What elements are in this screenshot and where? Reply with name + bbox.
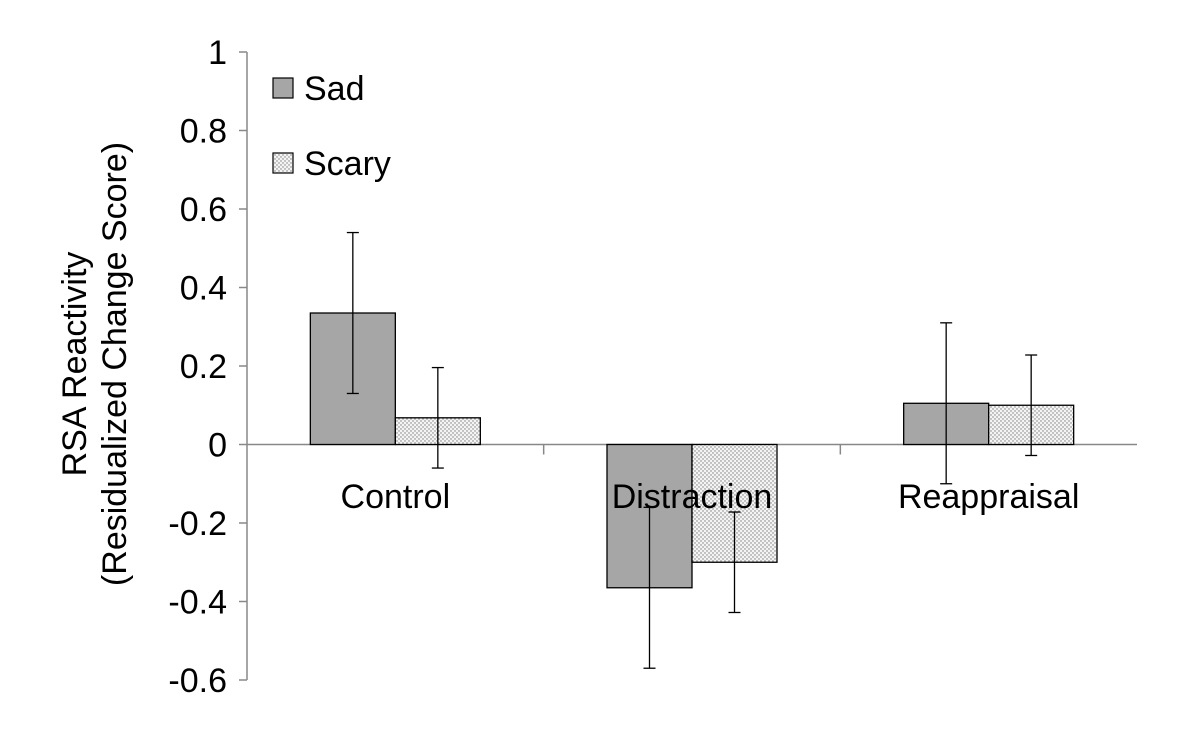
y-axis-title-line1: RSA Reactivity	[56, 252, 94, 477]
y-tick-label: -0.2	[168, 505, 227, 543]
legend-label-scary: Scary	[304, 145, 391, 183]
y-tick-label: -0.6	[168, 662, 227, 700]
legend-swatch-sad	[272, 77, 294, 99]
legend-swatch-scary	[272, 152, 294, 174]
category-label-reappraisal: Reappraisal	[898, 478, 1079, 516]
y-axis-title-line2: (Residualized Change Score)	[96, 142, 134, 586]
y-tick-label: 0.4	[180, 270, 227, 308]
y-tick-label: 0.8	[180, 113, 227, 151]
y-tick-label: -0.4	[168, 584, 227, 622]
y-tick-label: 0.2	[180, 348, 227, 386]
category-label-control: Control	[341, 478, 451, 516]
category-label-distraction: Distraction	[612, 478, 773, 516]
y-axis-title: RSA Reactivity (Residualized Change Scor…	[56, 142, 134, 586]
legend-label-sad: Sad	[304, 70, 365, 108]
y-tick-label: 1	[208, 34, 227, 72]
y-tick-label: 0.6	[180, 191, 227, 229]
y-tick-label: 0	[208, 427, 227, 465]
